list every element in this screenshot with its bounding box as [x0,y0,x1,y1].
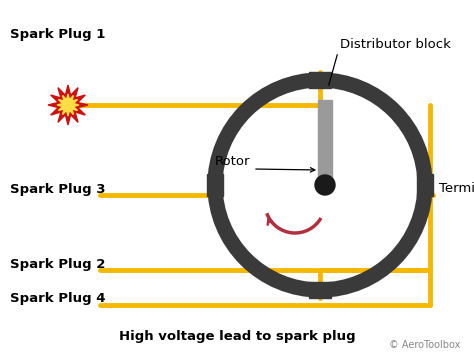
Polygon shape [48,85,88,125]
Bar [309,282,331,298]
Bar [417,174,433,196]
Bar [207,174,223,196]
Text: Spark Plug 3: Spark Plug 3 [10,183,106,196]
Bar [318,100,332,185]
Circle shape [315,175,335,195]
Text: Spark Plug 1: Spark Plug 1 [10,28,105,41]
Text: High voltage lead to spark plug: High voltage lead to spark plug [118,330,356,343]
Text: Spark Plug 4: Spark Plug 4 [10,292,106,305]
Bar [309,72,331,88]
Text: © AeroToolbox: © AeroToolbox [389,340,460,350]
Polygon shape [57,94,79,116]
Text: Spark Plug 2: Spark Plug 2 [10,258,105,271]
Text: Rotor: Rotor [215,155,250,168]
Text: Distributor block: Distributor block [340,38,451,51]
Text: Terminal: Terminal [439,183,474,195]
